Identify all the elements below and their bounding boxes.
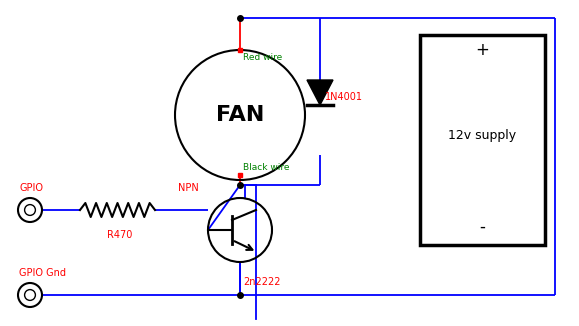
Polygon shape	[307, 80, 333, 105]
Text: -: -	[479, 218, 485, 236]
Text: 12v supply: 12v supply	[449, 128, 516, 141]
Text: NPN: NPN	[178, 183, 199, 193]
Text: GPIO: GPIO	[19, 183, 43, 193]
Text: 1N4001: 1N4001	[325, 92, 363, 102]
Text: Red wire: Red wire	[243, 53, 282, 62]
Text: FAN: FAN	[216, 105, 264, 125]
Bar	[420, 35, 545, 245]
Text: Black wire: Black wire	[243, 163, 290, 172]
Text: 2n2222: 2n2222	[243, 277, 280, 287]
Text: +: +	[475, 41, 489, 59]
Text: GPIO Gnd: GPIO Gnd	[19, 268, 66, 278]
Text: R470: R470	[108, 230, 133, 240]
